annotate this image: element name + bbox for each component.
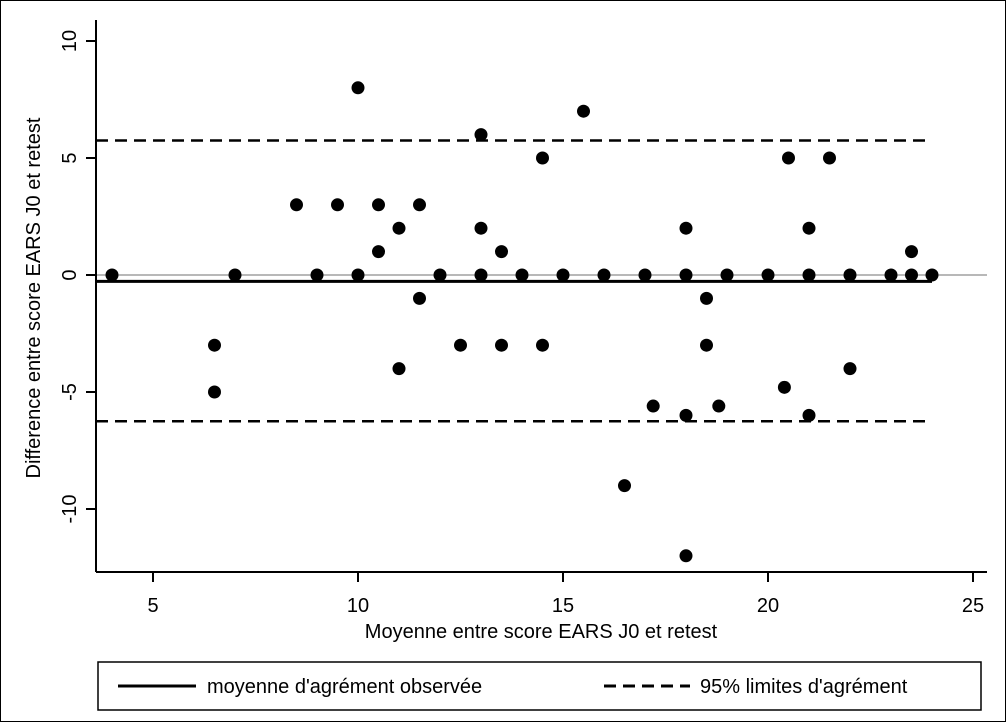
data-point (433, 268, 447, 282)
y-axis-title: Difference entre score EARS J0 et retest (23, 117, 45, 478)
legend: moyenne d'agrément observée 95% limites … (97, 661, 982, 711)
data-point (392, 362, 406, 376)
data-point (802, 268, 816, 282)
data-point (679, 268, 693, 282)
x-axis-title: Moyenne entre score EARS J0 et retest (365, 621, 718, 643)
data-point (351, 268, 365, 282)
data-point (679, 408, 693, 422)
data-point (495, 338, 508, 352)
data-point (372, 245, 385, 259)
data-point (679, 549, 693, 563)
y-tick-label: 10 (59, 30, 81, 52)
y-tick-label: 5 (59, 152, 81, 163)
legend-label-limits: 95% limites d'agrément (700, 676, 908, 698)
data-point (700, 291, 713, 305)
x-tick-label: 10 (347, 595, 369, 617)
data-points (105, 81, 939, 563)
data-point (782, 151, 795, 165)
data-point (474, 221, 488, 235)
data-point (843, 268, 857, 282)
data-point (474, 128, 488, 142)
data-point (618, 479, 631, 493)
data-point (577, 104, 590, 118)
y-tick-label: -10 (59, 495, 81, 524)
data-point (556, 268, 570, 282)
data-point (351, 81, 365, 95)
x-tick-label: 20 (757, 595, 779, 617)
x-tick-label: 15 (552, 595, 574, 617)
data-point (105, 268, 119, 282)
data-point (638, 268, 652, 282)
data-point (290, 198, 303, 212)
data-point (679, 221, 693, 235)
data-point (413, 291, 426, 305)
data-point (228, 268, 242, 282)
data-point (802, 408, 816, 422)
data-point (208, 338, 221, 352)
data-point (777, 380, 791, 394)
axes (95, 20, 987, 573)
data-point (905, 245, 918, 259)
data-point (474, 268, 488, 282)
reference-lines (96, 139, 987, 423)
data-point (536, 151, 549, 165)
data-point (372, 198, 385, 212)
data-point (208, 385, 221, 399)
data-point (843, 362, 857, 376)
x-tick-label: 5 (147, 595, 158, 617)
data-point (310, 268, 324, 282)
data-point (720, 268, 734, 282)
data-point (413, 198, 426, 212)
y-tick-label: -5 (59, 383, 81, 401)
data-point (495, 245, 508, 259)
data-point (761, 268, 775, 282)
data-point (925, 268, 939, 282)
data-point (802, 221, 816, 235)
data-point (597, 268, 611, 282)
data-point (331, 198, 344, 212)
data-point (905, 268, 918, 282)
data-point (536, 338, 549, 352)
y-tick-label: 0 (59, 269, 81, 280)
ticks: 5 10 15 20 25 10 5 0 -5 -10 (59, 30, 984, 617)
data-point (392, 221, 406, 235)
data-point (454, 338, 467, 352)
legend-label-mean: moyenne d'agrément observée (207, 676, 482, 698)
data-point (823, 151, 836, 165)
data-point (646, 399, 660, 413)
data-point (884, 268, 898, 282)
legend-box (97, 661, 982, 711)
data-point (712, 399, 726, 413)
data-point (700, 338, 713, 352)
x-tick-label: 25 (962, 595, 984, 617)
data-point (515, 268, 529, 282)
